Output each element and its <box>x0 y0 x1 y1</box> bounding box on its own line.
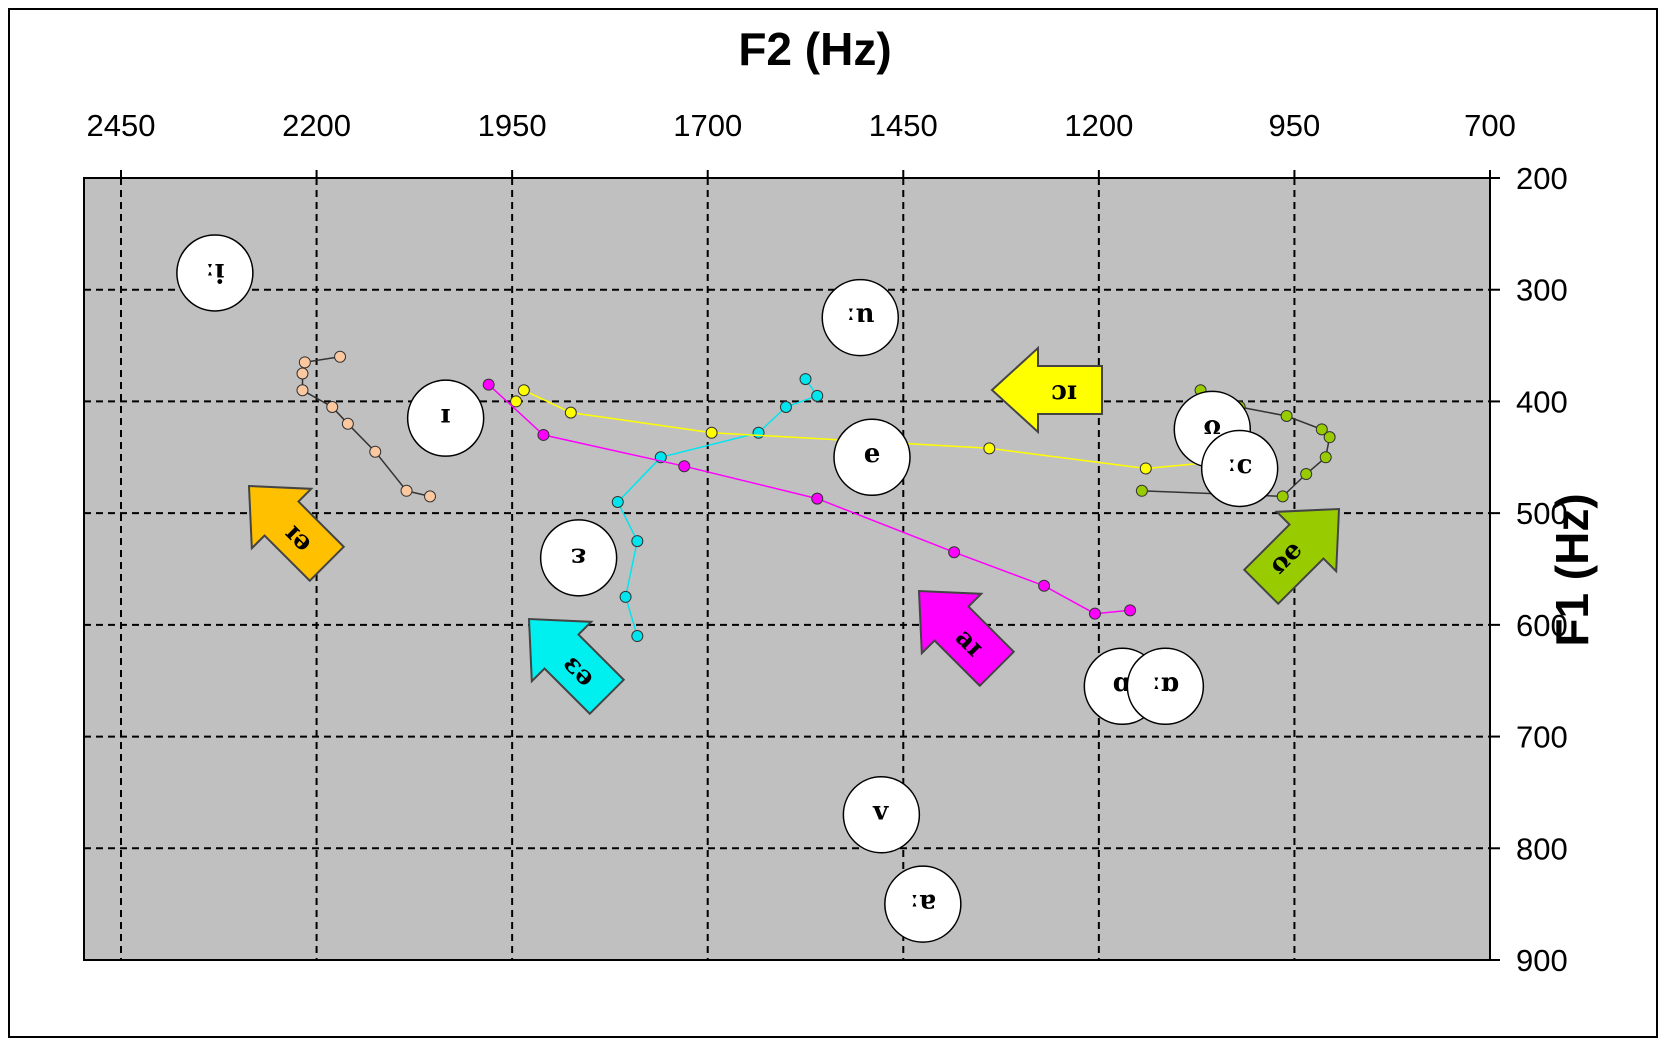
y-tick-label: 400 <box>1516 384 1568 419</box>
series-point <box>983 442 996 455</box>
series-point <box>510 395 523 408</box>
series-point <box>369 445 382 458</box>
vowel-label: ʌ <box>872 799 890 829</box>
series-point <box>1300 468 1313 481</box>
series-point <box>296 367 309 380</box>
series-point <box>1280 409 1293 422</box>
diphthong-label: ɔɪ <box>1051 376 1077 406</box>
series-point <box>678 460 691 473</box>
arrow-shape <box>247 484 346 583</box>
series-point <box>811 389 824 402</box>
vowel-circle <box>176 234 254 312</box>
arrow-shape <box>917 589 1016 688</box>
y-tick-label: 200 <box>1516 161 1568 196</box>
series-point <box>564 406 577 419</box>
x-axis-title: F2 (Hz) <box>738 23 891 75</box>
vowel-label: ɑː <box>1151 670 1179 700</box>
arrow-shape <box>527 617 626 716</box>
series-point <box>1038 579 1051 592</box>
series-point <box>298 356 311 369</box>
series-point <box>1135 484 1148 497</box>
series-point <box>799 373 812 386</box>
y-axis-title: F1 (Hz) <box>1546 493 1598 646</box>
y-tick-label: 800 <box>1516 831 1568 866</box>
diphthong-arrow: ɪə <box>247 484 346 583</box>
vowel-circle <box>406 379 485 457</box>
series-point <box>326 401 339 414</box>
x-tick-label: 1200 <box>1064 108 1133 143</box>
x-tick-label: 1950 <box>478 108 547 143</box>
x-tick-label: 2200 <box>282 108 351 143</box>
series-point <box>1124 604 1137 617</box>
series-point <box>1315 423 1328 436</box>
series-point <box>779 401 792 414</box>
y-tick-label: 700 <box>1516 720 1568 755</box>
series-point <box>334 350 347 363</box>
x-tick-label: 700 <box>1464 108 1516 143</box>
vowel-circle <box>1200 429 1279 508</box>
vowel-label: aː <box>910 888 936 918</box>
vowel-circle <box>539 519 618 597</box>
y-tick-labels: 200 300 400 500 600 700 800 900 <box>1516 161 1568 978</box>
series-point <box>611 495 624 508</box>
series-point <box>296 384 309 397</box>
series-point <box>619 590 632 603</box>
y-tick-label: 500 <box>1516 496 1568 531</box>
series-point <box>1276 490 1289 503</box>
diphthong-trajectories <box>296 350 1336 643</box>
vowel-label: ʊ <box>1203 413 1221 443</box>
series-point <box>705 426 718 439</box>
series-point <box>948 546 961 559</box>
arrow-shape <box>1242 507 1341 606</box>
series-point <box>517 384 530 397</box>
x-tick-label: 1450 <box>869 108 938 143</box>
series-point <box>1319 451 1332 464</box>
x-tick-label: 2450 <box>87 108 156 143</box>
y-tick-label: 600 <box>1516 608 1568 643</box>
vowel-circle <box>842 776 921 854</box>
vowel-circle <box>1126 647 1205 726</box>
diphthong-arrow: ɔɪ <box>990 345 1103 435</box>
vowel-label: uː <box>846 302 875 332</box>
series-point <box>1139 462 1152 475</box>
vowel-label: ɪ <box>441 402 451 432</box>
series-point <box>482 378 495 391</box>
vowel-circle <box>884 865 962 943</box>
x-tick-label: 950 <box>1269 108 1321 143</box>
diphthong-arrow: əʊ <box>1242 507 1341 606</box>
arrow-shape <box>990 345 1103 435</box>
vowel-circle <box>833 418 911 497</box>
vowel-label: ə <box>864 441 881 471</box>
series-point <box>631 630 644 643</box>
series-point <box>752 426 765 439</box>
series-point <box>1323 431 1336 444</box>
vowel-label: ɛ <box>571 542 587 572</box>
y-tick-label: 300 <box>1516 273 1568 308</box>
series-point <box>341 417 354 430</box>
vowel-label: ɔː <box>1227 452 1252 482</box>
diphthong-arrow: ɛə <box>527 617 626 716</box>
vowel-label: ɒ <box>1113 670 1131 700</box>
x-tick-labels: 2450 2200 1950 1700 1450 1200 950 700 <box>87 108 1516 143</box>
vowel-label: iː <box>205 257 224 287</box>
series-point <box>631 535 644 548</box>
diphthong-arrow: aɪ <box>917 589 1016 688</box>
vowel-circle <box>821 278 900 357</box>
x-tick-label: 1700 <box>673 108 742 143</box>
series-point <box>537 428 550 441</box>
series-point <box>1088 607 1101 620</box>
series-point <box>400 484 413 497</box>
series-point <box>811 492 824 505</box>
series-line <box>488 384 1131 615</box>
y-tick-label: 900 <box>1516 943 1568 978</box>
series-point <box>424 490 437 503</box>
